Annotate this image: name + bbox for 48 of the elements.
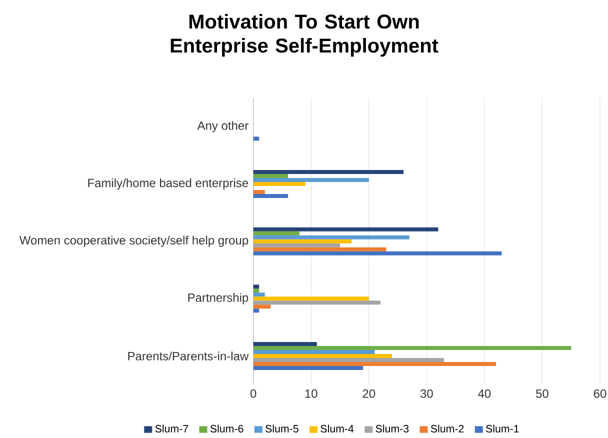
- bar: [253, 342, 317, 346]
- bar: [253, 308, 260, 313]
- bar: [253, 362, 496, 366]
- x-tick-label: 0: [250, 389, 256, 398]
- legend-label: Slum-2: [430, 424, 464, 432]
- x-tick-label: 20: [362, 389, 376, 398]
- bar: [253, 235, 410, 240]
- bar: [253, 354, 392, 358]
- bar: [253, 182, 306, 186]
- legend-label: Slum-3: [376, 424, 409, 432]
- y-tick-label: Family/home based enterprise: [88, 178, 248, 190]
- bar: [253, 296, 369, 301]
- bar: [253, 346, 572, 350]
- x-tick-label: 40: [478, 389, 491, 398]
- bar: [253, 239, 352, 244]
- legend-label: Slum-4: [320, 424, 354, 432]
- y-tick-label: Any other: [197, 121, 248, 132]
- bar: [253, 227, 438, 232]
- bar: [253, 136, 260, 141]
- x-tick-label: 30: [420, 389, 433, 398]
- bar: [253, 190, 265, 194]
- bar: [253, 170, 404, 174]
- legend-label: Slum-7: [155, 424, 188, 432]
- bar: [253, 251, 502, 256]
- bar: [253, 292, 265, 297]
- y-tick-label: Parents/Parents-in-law: [128, 352, 249, 360]
- y-tick-label: Women cooperative society/self help group: [19, 236, 248, 247]
- bar: [253, 288, 260, 293]
- bar: [253, 247, 386, 252]
- chart-title: Motivation To Start Own Enterprise Self-Employment: [170, 14, 438, 57]
- legend-label: Slum-1: [486, 424, 519, 432]
- legend-label: Slum-5: [266, 424, 298, 432]
- bar: [253, 300, 380, 305]
- bar: [253, 243, 340, 248]
- bar: [253, 231, 300, 236]
- x-tick-label: 60: [594, 389, 606, 398]
- bar: [253, 304, 271, 309]
- x-tick-label: 10: [305, 389, 318, 398]
- bar: [253, 174, 288, 178]
- x-tick-label: 50: [536, 389, 548, 398]
- y-tick-label: Partnership: [188, 293, 248, 304]
- bar: [253, 350, 375, 354]
- bar: [253, 284, 260, 289]
- bar: [253, 178, 369, 182]
- bar: [253, 366, 364, 370]
- legend-label: Slum-6: [210, 424, 244, 432]
- bar: [253, 194, 288, 198]
- bar: [253, 358, 444, 362]
